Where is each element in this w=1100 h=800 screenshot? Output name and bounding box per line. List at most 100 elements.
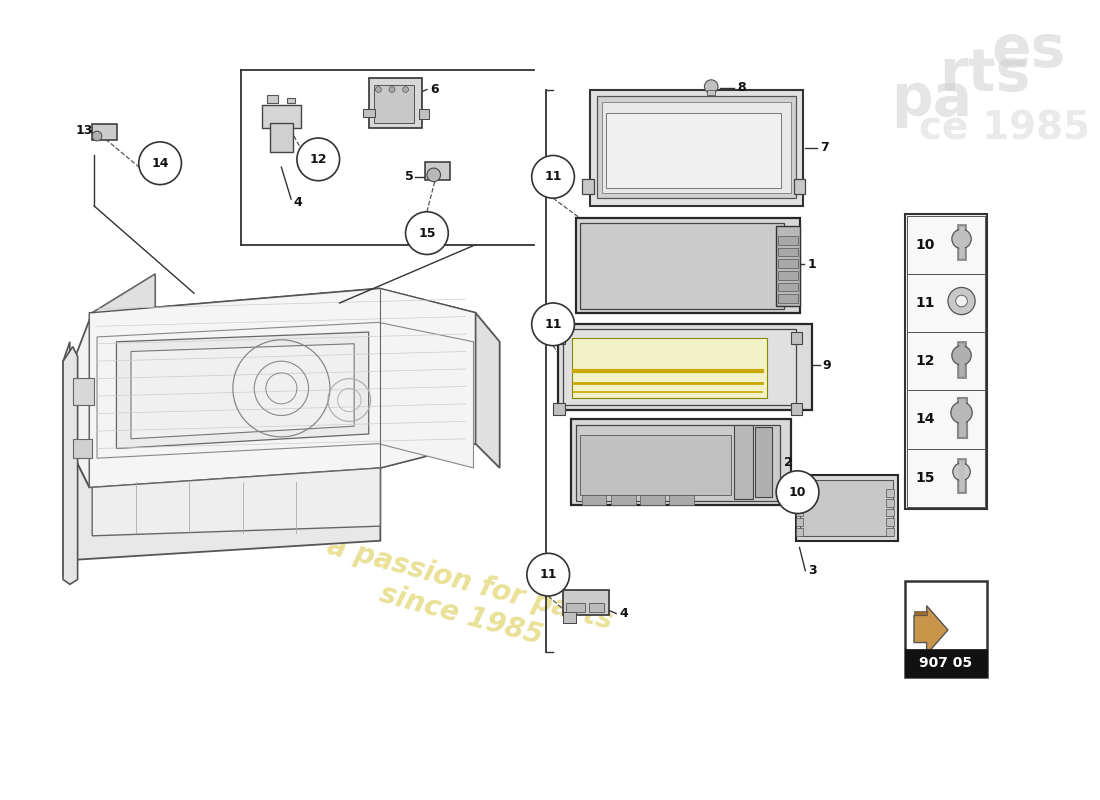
Text: 12: 12 — [309, 153, 327, 166]
Bar — [590, 90, 803, 206]
Circle shape — [952, 346, 971, 365]
Circle shape — [427, 168, 440, 182]
Bar — [778, 236, 798, 245]
Bar — [886, 518, 893, 526]
Bar — [755, 427, 772, 497]
Bar — [795, 474, 898, 541]
Circle shape — [704, 80, 718, 94]
Text: 2: 2 — [784, 455, 793, 469]
Bar — [606, 113, 781, 189]
Text: 12: 12 — [915, 354, 935, 368]
Text: 14: 14 — [915, 413, 935, 426]
Text: 13: 13 — [76, 124, 94, 137]
Text: 11: 11 — [915, 296, 935, 310]
Bar — [576, 426, 780, 501]
Circle shape — [403, 86, 408, 93]
Text: 14: 14 — [152, 157, 168, 170]
Bar — [270, 122, 293, 152]
Bar — [908, 390, 985, 449]
Polygon shape — [914, 606, 948, 654]
Circle shape — [297, 138, 340, 181]
Bar — [73, 439, 92, 458]
Bar — [572, 419, 791, 505]
Polygon shape — [89, 289, 475, 487]
Text: 9: 9 — [823, 358, 832, 371]
Bar — [791, 332, 802, 344]
Text: 4: 4 — [293, 195, 301, 209]
Circle shape — [389, 86, 395, 93]
Bar — [602, 102, 791, 194]
Bar — [580, 223, 784, 309]
Bar — [886, 490, 893, 497]
Circle shape — [956, 295, 967, 307]
Bar — [886, 528, 893, 536]
Bar — [558, 324, 812, 410]
Bar — [908, 449, 985, 506]
Bar — [419, 109, 429, 118]
Bar — [778, 259, 798, 268]
Bar — [734, 426, 752, 499]
Polygon shape — [117, 332, 368, 449]
Bar — [588, 602, 605, 613]
Bar — [287, 98, 295, 103]
Bar — [553, 403, 564, 414]
Circle shape — [375, 86, 382, 93]
Text: 1: 1 — [807, 258, 816, 270]
Polygon shape — [97, 322, 473, 468]
Circle shape — [950, 402, 972, 423]
Bar — [582, 178, 594, 194]
Text: 7: 7 — [820, 142, 828, 154]
Bar — [262, 105, 300, 128]
Bar — [791, 403, 802, 414]
Bar — [565, 602, 585, 613]
Text: 10: 10 — [915, 238, 934, 252]
Circle shape — [953, 463, 970, 481]
Text: 4: 4 — [619, 607, 628, 620]
Text: 5: 5 — [405, 170, 414, 183]
Circle shape — [527, 554, 570, 596]
Bar — [576, 218, 800, 313]
Bar — [905, 582, 987, 677]
Bar — [905, 650, 987, 677]
Bar — [795, 499, 803, 506]
Bar — [795, 490, 803, 497]
Bar — [794, 178, 805, 194]
Polygon shape — [914, 610, 926, 615]
Text: rts: rts — [939, 46, 1031, 103]
Text: a passion for parts
since 1985: a passion for parts since 1985 — [316, 532, 616, 666]
Bar — [563, 590, 609, 615]
Bar — [777, 226, 800, 306]
Text: ce 1985: ce 1985 — [918, 110, 1090, 147]
Bar — [778, 271, 798, 280]
Bar — [582, 495, 606, 505]
Bar — [368, 78, 422, 128]
Bar — [795, 518, 803, 526]
Bar — [886, 499, 893, 506]
Polygon shape — [70, 449, 381, 560]
Circle shape — [948, 287, 975, 314]
Bar — [580, 435, 730, 495]
Circle shape — [92, 131, 102, 141]
Text: 15: 15 — [418, 226, 436, 240]
Bar — [374, 85, 415, 123]
Polygon shape — [92, 274, 155, 366]
Bar — [707, 90, 715, 95]
Bar — [612, 495, 636, 505]
Bar — [886, 509, 893, 517]
Polygon shape — [475, 313, 499, 468]
Bar — [572, 338, 767, 398]
Bar — [908, 332, 985, 390]
Text: 11: 11 — [544, 318, 562, 331]
Circle shape — [139, 142, 182, 185]
Bar — [553, 332, 564, 344]
Polygon shape — [63, 342, 70, 579]
Text: 6: 6 — [430, 83, 439, 96]
Bar — [908, 274, 985, 332]
Polygon shape — [131, 344, 354, 439]
Polygon shape — [92, 468, 381, 536]
Bar — [73, 378, 95, 405]
Polygon shape — [70, 289, 475, 487]
Text: 8: 8 — [737, 81, 746, 94]
Bar — [596, 96, 795, 198]
Text: 907 05: 907 05 — [920, 656, 972, 670]
